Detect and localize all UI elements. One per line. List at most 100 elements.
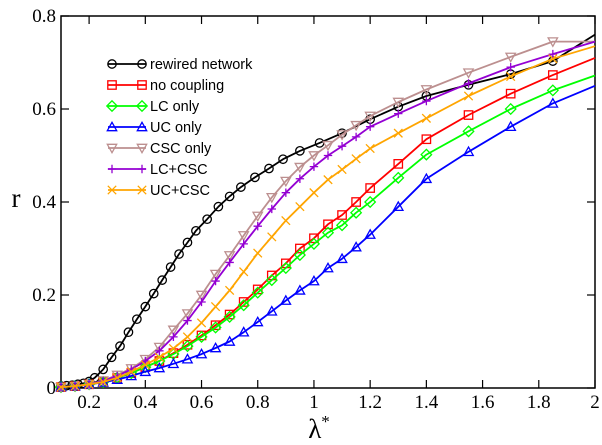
data-point — [140, 360, 150, 370]
data-point — [336, 130, 348, 141]
data-point — [294, 284, 306, 295]
legend-marker — [107, 164, 117, 174]
data-point — [547, 37, 559, 48]
data-point — [548, 54, 558, 64]
data-point — [98, 364, 109, 375]
x-axis-title-main: λ — [308, 414, 321, 444]
series-layer — [54, 33, 596, 394]
data-point — [307, 237, 321, 250]
data-point — [462, 68, 475, 79]
legend-marker — [137, 185, 147, 195]
data-point — [394, 109, 403, 118]
x-tick-label: 1.4 — [414, 392, 438, 413]
data-point — [309, 188, 319, 198]
data-point — [547, 97, 559, 108]
data-point — [337, 128, 347, 139]
data-point — [364, 228, 376, 239]
data-point — [168, 343, 179, 354]
legend-label: LC only — [150, 99, 200, 115]
data-point — [169, 332, 178, 342]
data-point — [350, 120, 362, 132]
legend-item: CSC only — [106, 141, 212, 157]
data-point — [209, 269, 222, 281]
legend-item: rewired network — [107, 57, 253, 73]
legend-label: no coupling — [150, 78, 224, 94]
legend-marker — [106, 120, 118, 132]
x-tick-label: 0.4 — [133, 392, 157, 413]
data-point — [209, 341, 222, 353]
legend-item: UC+CSC — [107, 183, 210, 199]
data-point — [251, 286, 264, 299]
data-point — [223, 310, 236, 323]
x-tick-label: 0.8 — [246, 392, 270, 413]
data-point — [278, 154, 288, 165]
data-point — [547, 70, 558, 80]
data-point — [280, 294, 292, 305]
series-csc-only — [55, 37, 595, 394]
series-line — [60, 84, 596, 388]
data-point — [308, 275, 320, 286]
data-point — [365, 143, 375, 154]
data-point — [392, 97, 405, 109]
data-point — [322, 140, 334, 152]
data-point — [237, 326, 250, 337]
legend-label: CSC only — [150, 141, 212, 157]
data-point — [264, 163, 274, 174]
data-point — [181, 309, 194, 320]
data-point — [295, 201, 305, 212]
x-tick-label: 1 — [309, 392, 319, 413]
data-point — [195, 330, 208, 343]
legend-marker — [107, 80, 117, 90]
data-point — [195, 290, 208, 302]
y-tick-label: 0.6 — [32, 99, 56, 120]
data-point — [84, 379, 94, 389]
data-point — [239, 267, 249, 277]
series-uc-only — [55, 84, 596, 392]
series-uc-csc — [56, 45, 596, 392]
data-point — [191, 225, 201, 236]
x-tick-label: 1.2 — [358, 392, 382, 413]
data-point — [210, 301, 221, 312]
series-lc-csc — [56, 40, 596, 392]
data-point — [98, 377, 108, 387]
data-point — [224, 191, 235, 202]
data-point — [323, 175, 333, 185]
data-point — [183, 316, 192, 325]
data-point — [335, 219, 349, 232]
y-axis-title: r — [12, 183, 21, 213]
legend-marker — [137, 59, 147, 69]
x-axis-title: λ* — [308, 412, 330, 444]
data-point — [155, 346, 164, 355]
legend-marker — [107, 59, 117, 69]
legend-label: rewired network — [150, 57, 253, 73]
legend-marker — [136, 143, 148, 155]
legend-item: LC only — [105, 99, 200, 115]
data-point — [463, 110, 474, 120]
data-point — [106, 352, 117, 363]
y-tick-label: 0.2 — [32, 285, 56, 306]
data-point — [140, 301, 151, 312]
legend-marker — [136, 120, 148, 132]
data-point — [70, 381, 80, 391]
legend-marker — [137, 80, 147, 90]
data-point — [167, 357, 180, 369]
data-point — [197, 297, 206, 307]
data-point — [195, 348, 208, 359]
data-point — [351, 132, 361, 142]
data-point — [202, 214, 212, 225]
series-lc-only — [54, 74, 596, 394]
data-point — [265, 274, 278, 287]
data-point — [295, 146, 305, 156]
y-tick-label: 0.8 — [32, 6, 56, 27]
data-point — [253, 248, 263, 258]
data-point — [421, 134, 432, 145]
legend-marker — [106, 143, 118, 155]
legend: rewired network no coupling LC only UC only… — [105, 57, 253, 199]
data-point — [308, 151, 320, 162]
legend-marker — [107, 185, 117, 195]
data-point — [351, 197, 361, 207]
data-point — [139, 365, 152, 377]
legend-label: UC+CSC — [150, 183, 210, 199]
data-point — [112, 373, 122, 383]
